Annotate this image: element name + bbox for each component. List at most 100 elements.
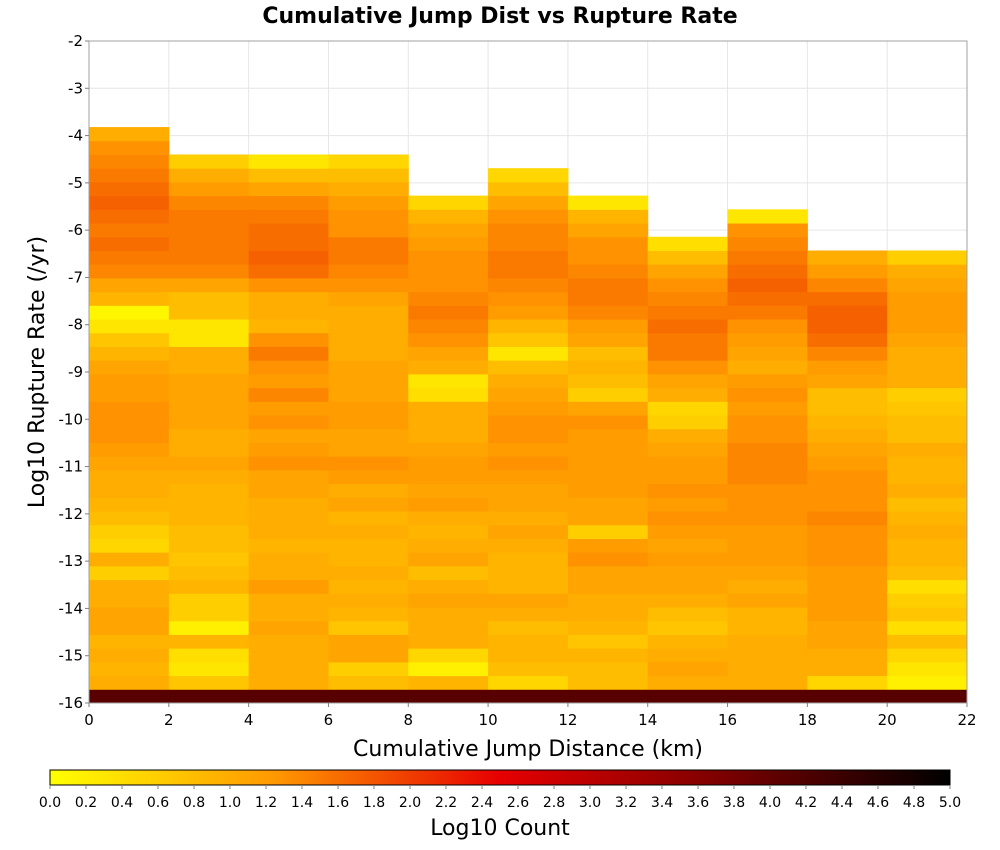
heatmap-cell [887, 634, 968, 649]
heatmap-cell [408, 620, 489, 635]
heatmap-cell [807, 401, 888, 416]
heatmap-cell [727, 469, 808, 485]
heatmap-cell [248, 620, 329, 635]
heatmap-cell [488, 552, 569, 567]
heatmap-cell [328, 181, 409, 197]
heatmap-cell [567, 264, 649, 279]
heatmap-cell [488, 661, 569, 677]
heatmap-cell [727, 360, 808, 375]
heatmap-cell [168, 593, 250, 608]
heatmap-cell [168, 552, 250, 567]
heatmap-cell [89, 127, 170, 142]
heatmap-cell [248, 264, 329, 279]
heatmap-cell [168, 346, 250, 361]
heatmap-cell [168, 689, 250, 704]
colorbar-tick-label: 0.8 [183, 795, 205, 811]
heatmap-cell [567, 346, 649, 361]
heatmap-cell [328, 291, 409, 306]
heatmap-cell [807, 250, 888, 265]
heatmap-cell [328, 607, 409, 622]
heatmap-cell [488, 250, 569, 265]
heatmap-cell [248, 593, 329, 608]
heatmap-cell [408, 264, 489, 279]
heatmap-cell [408, 387, 489, 402]
heatmap-cell [887, 607, 968, 622]
colorbar-tick-label: 1.2 [255, 795, 277, 811]
x-tick-label: 16 [718, 711, 737, 729]
heatmap-cell [727, 442, 808, 457]
heatmap-cell [647, 319, 729, 334]
colorbar-tick-label: 4.4 [831, 795, 853, 811]
heatmap-cell [807, 373, 888, 389]
colorbar-tick-label: 1.8 [363, 795, 385, 811]
colorbar-tick-label: 1.6 [327, 795, 349, 811]
heatmap-cell [328, 648, 409, 663]
heatmap-cell [488, 524, 569, 539]
heatmap-cell [488, 401, 569, 416]
heatmap-cell [328, 497, 409, 512]
heatmap-cell [89, 140, 170, 155]
heatmap-cell [647, 620, 729, 635]
heatmap-cell [488, 428, 569, 443]
heatmap-cell [248, 524, 329, 539]
heatmap-cell [89, 332, 170, 347]
heatmap-cell [328, 661, 409, 677]
heatmap-cell [567, 442, 649, 457]
colorbar-tick-label: 1.4 [291, 795, 313, 811]
heatmap-cell [807, 291, 888, 306]
heatmap-cell [248, 373, 329, 389]
colorbar-tick-label: 4.6 [867, 795, 889, 811]
heatmap-cell [807, 607, 888, 622]
heatmap-cell [89, 497, 170, 512]
heatmap-cell [168, 181, 250, 197]
heatmap-cell [567, 483, 649, 498]
heatmap-cell [408, 346, 489, 361]
heatmap-cell [328, 346, 409, 361]
heatmap-cell [89, 511, 170, 526]
heatmap-cell [89, 291, 170, 306]
heatmap-cell [168, 223, 250, 238]
heatmap-cell [488, 538, 569, 553]
heatmap-cell [248, 648, 329, 663]
heatmap-cell [887, 648, 968, 663]
heatmap-cell [408, 428, 489, 443]
heatmap-cell [807, 483, 888, 498]
heatmap-cell [328, 415, 409, 430]
heatmap-cell [567, 456, 649, 471]
colorbar-tick-label: 3.4 [651, 795, 673, 811]
colorbar-tick-label: 2.6 [507, 795, 529, 811]
heatmap-cell [727, 415, 808, 430]
x-tick-label: 4 [244, 711, 254, 729]
x-tick-label: 8 [403, 711, 413, 729]
heatmap-cell [567, 387, 649, 402]
heatmap-cell [887, 565, 968, 581]
heatmap-cell [488, 305, 569, 320]
heatmap-cell [887, 428, 968, 443]
heatmap-cell [89, 552, 170, 567]
heatmap-cell [408, 511, 489, 526]
heatmap-cell [168, 264, 250, 279]
heatmap-cell [168, 168, 250, 183]
heatmap-cell [168, 456, 250, 471]
colorbar-tick-label: 0.6 [147, 795, 169, 811]
heatmap-cell [567, 319, 649, 334]
heatmap-cell [408, 360, 489, 375]
heatmap-cell [89, 305, 170, 320]
heatmap-cell [168, 607, 250, 622]
heatmap-cell [248, 250, 329, 265]
heatmap-cell [807, 277, 888, 293]
heatmap-cell [727, 689, 808, 704]
heatmap-cell [887, 469, 968, 485]
heatmap-cell [168, 579, 250, 594]
heatmap-cell [248, 661, 329, 677]
heatmap-cell [727, 552, 808, 567]
heatmap-cell [488, 634, 569, 649]
heatmap-cell [567, 607, 649, 622]
y-axis-label: Log10 Rupture Rate (/yr) [25, 236, 50, 508]
heatmap-cell [328, 675, 409, 690]
heatmap-cell [408, 291, 489, 306]
heatmap-cell [727, 236, 808, 251]
heatmap-cell [248, 277, 329, 293]
heatmap-cell [727, 483, 808, 498]
heatmap-cell [408, 552, 489, 567]
